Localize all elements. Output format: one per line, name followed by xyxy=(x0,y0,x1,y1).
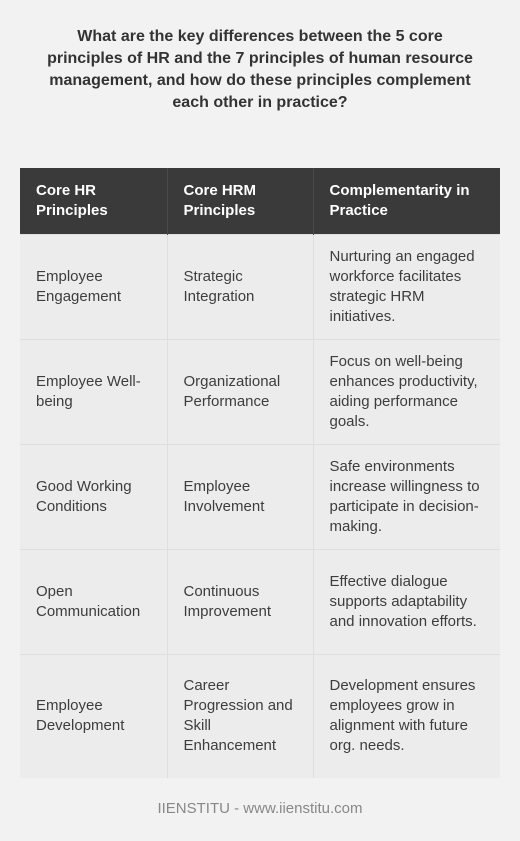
hrm-principle-cell: Organizational Performance xyxy=(166,338,313,444)
table-row: Good Working Conditions Employee Involve… xyxy=(20,443,500,549)
complementarity-cell: Effective dialogue supports adaptability… xyxy=(312,548,500,654)
hr-principle-cell: Open Communication xyxy=(20,548,167,654)
hr-principle-cell: Employee Development xyxy=(20,653,167,778)
complementarity-cell: Safe environments increase willingness t… xyxy=(312,443,500,549)
complementarity-cell: Nurturing an engaged workforce facilitat… xyxy=(312,233,500,339)
table-row: Employee Development Career Progression … xyxy=(20,653,500,778)
page-title: What are the key differences between the… xyxy=(47,28,473,111)
header-complementarity: Complementarity in Practice xyxy=(312,168,500,234)
header-core-hr-principles: Core HR Principles xyxy=(20,168,167,234)
hr-principle-cell: Employee Well-being xyxy=(20,338,167,444)
hrm-principle-cell: Continuous Improvement xyxy=(166,548,313,654)
principles-table: Core HR Principles Core HRM Principles C… xyxy=(20,168,500,778)
header-core-hrm-principles: Core HRM Principles xyxy=(166,168,313,234)
table-row: Open Communication Continuous Improvemen… xyxy=(20,548,500,654)
table-row: Employee Engagement Strategic Integratio… xyxy=(20,233,500,339)
hrm-principle-cell: Career Progression and Skill Enhancement xyxy=(166,653,313,778)
complementarity-cell: Development ensures employees grow in al… xyxy=(312,653,500,778)
hr-principle-cell: Good Working Conditions xyxy=(20,443,167,549)
hr-principle-cell: Employee Engagement xyxy=(20,233,167,339)
complementarity-cell: Focus on well-being enhances productivit… xyxy=(312,338,500,444)
table-row: Employee Well-being Organizational Perfo… xyxy=(20,338,500,444)
hrm-principle-cell: Employee Involvement xyxy=(166,443,313,549)
hrm-principle-cell: Strategic Integration xyxy=(166,233,313,339)
table-header-row: Core HR Principles Core HRM Principles C… xyxy=(20,168,500,234)
footer-credit: IIENSTITU - www.iienstitu.com xyxy=(157,800,363,817)
